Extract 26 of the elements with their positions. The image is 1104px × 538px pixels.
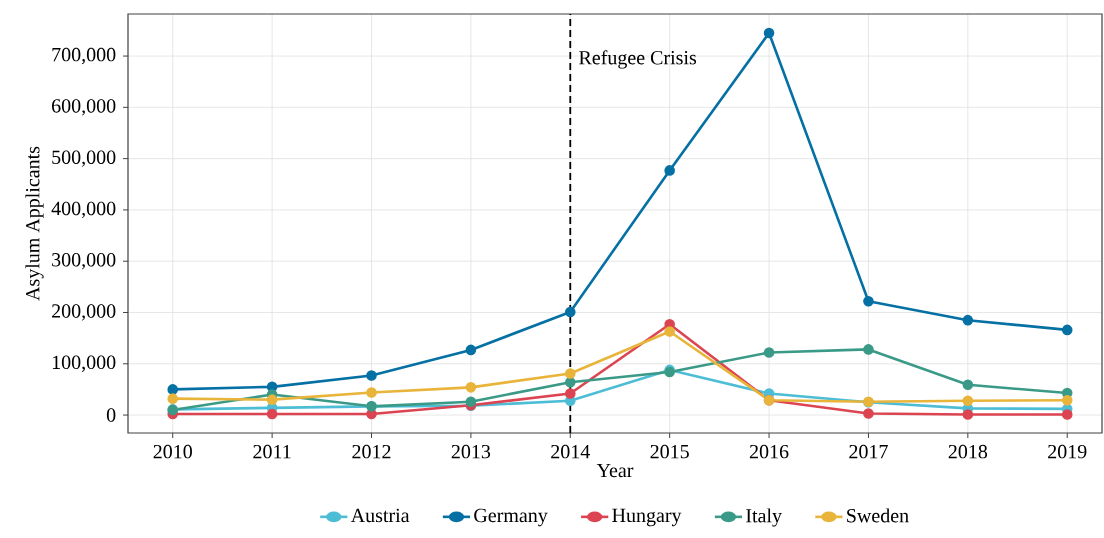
ref-line-label: Refugee Crisis: [579, 50, 697, 69]
x-tick-label: 2017: [849, 444, 888, 459]
x-tick-label: 2010: [153, 444, 192, 459]
legend-label: Germany: [474, 508, 548, 527]
y-tick-label: 500,000: [52, 150, 116, 167]
x-tick-label: 2016: [749, 444, 789, 459]
y-axis-title: Asylum Applicants: [25, 146, 44, 301]
x-tick-label: 2013: [451, 444, 491, 459]
y-tick-label: 600,000: [52, 99, 116, 116]
y-tick-label: 0: [106, 408, 116, 422]
x-tick-label: 2011: [253, 444, 291, 459]
x-tick-label: 2014: [551, 444, 590, 459]
x-axis-title: Year: [596, 463, 634, 478]
y-tick-label: 700,000: [52, 47, 116, 65]
x-tick-label: 2015: [650, 444, 689, 459]
x-tick-label: 2018: [948, 444, 988, 459]
legend-label: Austria: [350, 508, 410, 523]
x-tick-label: 2019: [1048, 444, 1087, 459]
y-tick-label: 400,000: [51, 201, 116, 219]
legend-label: Hungary: [612, 508, 682, 527]
y-tick-label: 100,000: [52, 355, 116, 372]
legend-label: Italy: [746, 508, 782, 527]
legend-label: Sweden: [847, 508, 909, 523]
y-tick-label: 300,000: [52, 253, 116, 270]
x-tick-label: 2012: [352, 444, 391, 459]
y-tick-label: 200,000: [52, 304, 116, 321]
